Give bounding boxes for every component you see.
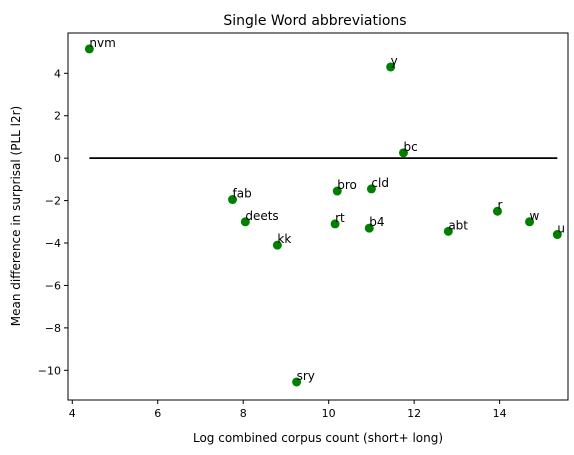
data-point-label: r [497, 198, 502, 212]
y-tick-label: 0 [54, 152, 61, 165]
data-point-label: rt [335, 211, 345, 225]
x-tick-label: 4 [69, 407, 76, 420]
data-point-label: kk [277, 232, 291, 246]
data-point [525, 217, 535, 227]
data-point [364, 223, 374, 233]
data-point-label: nvm [89, 36, 115, 50]
chart-title: Single Word abbreviations [223, 13, 406, 29]
data-point-label: abt [448, 218, 468, 232]
data-point [272, 240, 282, 250]
data-point-label: u [557, 222, 565, 236]
data-point-label: y [391, 54, 398, 68]
y-tick-label: −6 [45, 279, 61, 292]
data-point-label: cld [371, 176, 389, 190]
data-point [386, 62, 396, 72]
plot-frame [67, 32, 569, 401]
data-point [292, 377, 302, 387]
data-point-label: b4 [369, 215, 384, 229]
data-point-label: w [530, 209, 540, 223]
y-tick-label: −10 [38, 364, 61, 377]
data-point-label: sry [297, 369, 315, 383]
data-point [332, 186, 342, 196]
data-point [228, 195, 238, 205]
data-point [552, 230, 562, 240]
data-point [240, 217, 250, 227]
y-tick-label: 2 [54, 110, 61, 123]
data-point-label: bro [337, 178, 357, 192]
y-tick-label: −4 [45, 237, 61, 250]
x-axis-title: Log combined corpus count (short+ long) [193, 431, 443, 445]
data-point-label: deets [245, 209, 278, 223]
x-tick-label: 14 [493, 407, 507, 420]
y-tick-label: 4 [54, 67, 61, 80]
plot-area: 4 6 8 10 12 14 −10 −8 −6 −4 −2 0 2 4 nvm y bc bro cld fab de… [38, 36, 565, 420]
data-point [366, 184, 376, 194]
data-point [84, 44, 94, 54]
x-tick-label: 6 [154, 407, 161, 420]
x-tick-label: 8 [240, 407, 247, 420]
data-point-label: fab [233, 187, 252, 201]
data-point [398, 148, 408, 158]
data-point-label: bc [403, 140, 417, 154]
x-tick-label: 12 [407, 407, 421, 420]
data-point [492, 206, 502, 216]
data-point [443, 226, 453, 236]
x-tick-label: 10 [322, 407, 336, 420]
data-point [330, 219, 340, 229]
y-tick-label: −8 [45, 322, 61, 335]
y-tick-label: −2 [45, 195, 61, 208]
y-axis-title: Mean difference in surprisal (PLL l2r) [9, 106, 23, 326]
